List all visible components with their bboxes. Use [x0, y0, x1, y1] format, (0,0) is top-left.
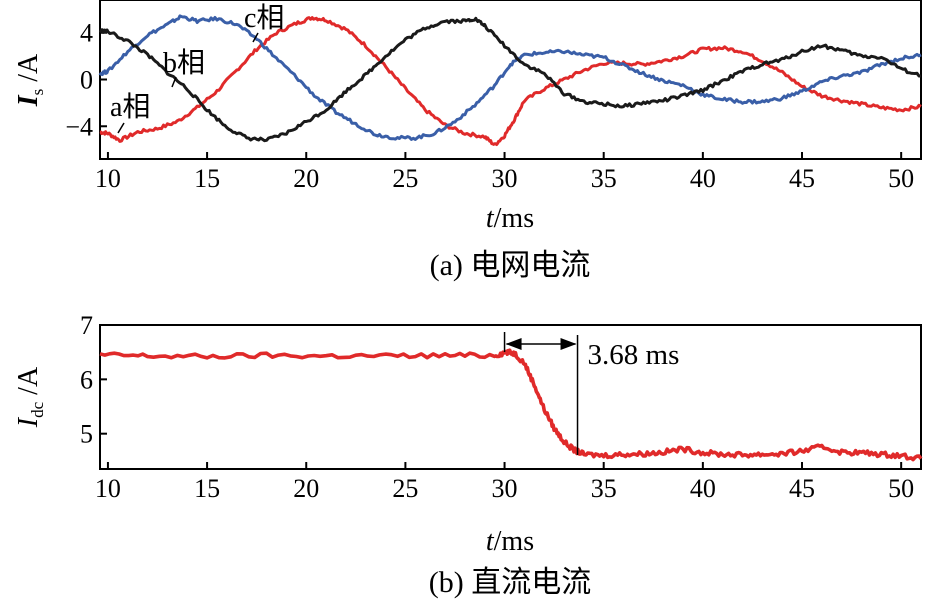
response-time-annotation: 3.68 ms [503, 332, 680, 455]
x-axis-label-a: t/ms [486, 203, 534, 234]
ticks-b: 10 15 20 25 30 35 40 45 50 5 6 7 [80, 311, 914, 503]
x-tick-label: 35 [591, 474, 617, 503]
series-line [98, 16, 921, 143]
x-tick-label: 20 [293, 474, 319, 503]
x-axis-label-b: t/ms [486, 526, 534, 557]
plot-frame-a [99, 0, 922, 160]
panel-a: 10 15 20 25 30 35 40 45 50 −4 0 4 a相 b相 c相 Is /A t/ms… [13, 0, 922, 282]
x-tick-label: 20 [293, 164, 319, 193]
phase-label: c相 [244, 2, 284, 34]
x-tick-label: 10 [95, 474, 121, 503]
y-tick-label: 7 [80, 311, 93, 340]
phase-label-leader [117, 122, 125, 134]
panel-b: 10 15 20 25 30 35 40 45 50 5 6 7 3.68 ms Idc /A t/m… [13, 311, 923, 599]
x-tick-label: 25 [392, 164, 418, 193]
series-line [98, 14, 922, 141]
x-tick-label: 35 [591, 164, 617, 193]
series-line [99, 348, 923, 462]
annotation-label: 3.68 ms [588, 339, 680, 371]
series-group-b [99, 348, 923, 462]
y-tick-label: 4 [80, 19, 93, 48]
phase-label-leader [252, 32, 259, 43]
phase-label: b相 [163, 47, 205, 79]
x-tick-label: 50 [888, 164, 914, 193]
annotation-arrow-right [560, 338, 577, 350]
x-tick-label: 45 [789, 474, 815, 503]
annotation-arrow-left [505, 338, 522, 350]
x-tick-label: 10 [95, 164, 121, 193]
x-tick-label: 15 [194, 474, 220, 503]
x-tick-label: 40 [690, 474, 716, 503]
y-tick-label: 0 [80, 66, 93, 95]
series-line [99, 16, 922, 146]
x-tick-label: 30 [492, 164, 518, 193]
x-tick-label: 50 [888, 474, 914, 503]
phase-label: a相 [110, 91, 150, 123]
ticks-a: 10 15 20 25 30 35 40 45 50 −4 0 4 [65, 19, 914, 193]
x-tick-label: 40 [690, 164, 716, 193]
caption-b: (b) 直流电流 [429, 566, 591, 599]
plot-frame-b [99, 324, 922, 470]
series-group-a [98, 14, 922, 146]
caption-a: (a) 电网电流 [430, 249, 591, 282]
x-tick-label: 30 [492, 474, 518, 503]
y-axis-label-b: Idc /A [13, 366, 47, 428]
y-axis-label-a: Is /A [13, 53, 47, 107]
x-tick-label: 15 [194, 164, 220, 193]
x-tick-label: 25 [392, 474, 418, 503]
y-tick-label: 6 [80, 365, 93, 394]
phase-label-leader [171, 76, 177, 88]
x-tick-label: 45 [789, 164, 815, 193]
y-tick-label: −4 [65, 112, 93, 141]
y-tick-label: 5 [80, 420, 93, 449]
phase-labels: a相 b相 c相 [110, 2, 284, 134]
